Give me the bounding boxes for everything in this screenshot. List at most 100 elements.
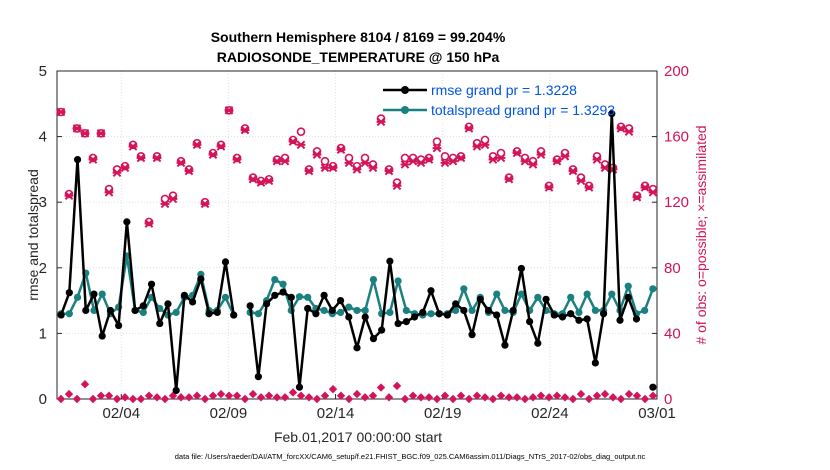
rmse-marker [123, 218, 131, 226]
obs-low-marker [568, 394, 578, 404]
obs-low-marker [424, 393, 434, 402]
rmse-marker [65, 289, 73, 297]
x-tick-label: 02/24 [531, 405, 569, 422]
obs-low-marker [504, 393, 514, 402]
obs-low-marker [336, 391, 346, 400]
obs-low-marker [248, 389, 258, 399]
obs-low-marker [384, 393, 394, 402]
obs-low-marker [624, 389, 634, 399]
obs-low-marker [560, 393, 570, 402]
spread-marker [345, 303, 353, 311]
obs-possible-marker [272, 155, 282, 164]
rmse-marker [558, 313, 567, 321]
spread-marker [361, 306, 369, 315]
obs-possible-marker [128, 140, 138, 150]
obs-low-marker [456, 391, 466, 400]
obs-low-marker [392, 381, 402, 391]
obs-assimilated-marker [504, 174, 514, 184]
obs-low-marker [408, 391, 418, 400]
obs-assimilated-marker [192, 140, 202, 150]
obs-assimilated-marker [544, 183, 554, 192]
x-tick-label: 02/19 [424, 405, 462, 422]
x-tick-label: 02/09 [210, 405, 248, 422]
obs-possible-marker [216, 140, 226, 150]
obs-assimilated-marker [264, 176, 274, 186]
obs-low-marker [240, 394, 250, 404]
obs-possible-marker [240, 124, 250, 133]
x-axis-label: Feb.01,2017 00:00:00 start [274, 429, 442, 445]
rmse-marker [386, 257, 394, 265]
obs-assimilated-marker [72, 124, 82, 133]
obs-possible-marker [456, 151, 466, 161]
spread-marker [156, 304, 164, 313]
rmse-marker [98, 332, 106, 340]
spread-marker [65, 310, 73, 318]
obs-low-marker [552, 391, 562, 400]
spread-marker [460, 285, 468, 293]
spread-marker [452, 306, 460, 315]
obs-possible-marker [160, 194, 170, 204]
obs-assimilated-marker [176, 158, 186, 168]
obs-assimilated-marker [240, 125, 250, 135]
obs-possible-marker [136, 151, 146, 161]
spread-marker [567, 293, 575, 301]
obs-assimilated-marker [312, 150, 322, 159]
y-right-axis: 0 40 80 120 160 200 [652, 63, 689, 408]
rmse-marker [419, 308, 427, 317]
rmse-marker [452, 300, 460, 308]
y-right-tick-label: 120 [664, 194, 689, 211]
obs-possible-marker [616, 122, 626, 132]
obs-low-marker [160, 394, 170, 404]
obs-low-marker [216, 389, 226, 399]
x-tick-label: 02/04 [103, 405, 141, 422]
obs-low-marker [296, 391, 306, 400]
obs-possible-marker [296, 127, 306, 136]
footer-data-file: data file: /Users/raeder/DAI/ATM_forcXX/… [175, 452, 646, 461]
rmse-marker [279, 288, 287, 296]
obs-low-marker [168, 391, 178, 400]
y-right-tick-label: 160 [664, 129, 689, 146]
obs-possible-marker [504, 173, 514, 182]
rmse-marker [262, 300, 271, 308]
obs-assimilated-marker [600, 163, 610, 173]
obs-assimilated-marker [248, 174, 258, 184]
obs-low-marker [288, 388, 298, 397]
rmse-series [57, 110, 657, 395]
obs-possible-marker [632, 191, 642, 200]
obs-low-marker [208, 391, 218, 400]
obs-low-marker [112, 394, 122, 404]
obs-series [56, 106, 658, 404]
obs-assimilated-marker [528, 160, 538, 169]
obs-assimilated-marker [208, 150, 218, 159]
spread-marker [279, 280, 287, 288]
obs-possible-marker [440, 151, 450, 161]
rmse-marker [509, 306, 517, 315]
rmse-marker [172, 386, 180, 395]
obs-low-marker [232, 391, 242, 400]
obs-possible-marker [184, 165, 194, 174]
obs-low-marker [272, 393, 282, 402]
rmse-marker [156, 319, 164, 328]
obs-assimilated-marker [640, 183, 650, 192]
spread-marker [336, 308, 345, 317]
obs-assimilated-marker [456, 153, 466, 163]
obs-assimilated-marker [568, 166, 578, 176]
rmse-marker [583, 315, 591, 323]
spread-marker [295, 293, 304, 301]
obs-possible-marker [304, 165, 314, 174]
rmse-marker [57, 311, 65, 319]
rmse-marker [435, 310, 443, 318]
rmse-marker [460, 306, 468, 315]
spread-marker [649, 285, 657, 293]
obs-low-marker [464, 394, 474, 404]
obs-low-marker [536, 391, 546, 400]
obs-possible-marker [288, 135, 298, 145]
rmse-marker [649, 383, 657, 391]
obs-assimilated-marker [432, 143, 442, 153]
spread-marker [534, 293, 542, 301]
obs-assimilated-marker [296, 140, 306, 150]
plot-area [56, 70, 658, 400]
y-right-axis-label: # of obs: o=possible; ×=assimilated [693, 125, 709, 344]
obs-assimilated-marker [648, 188, 658, 197]
spread-marker [98, 290, 106, 298]
